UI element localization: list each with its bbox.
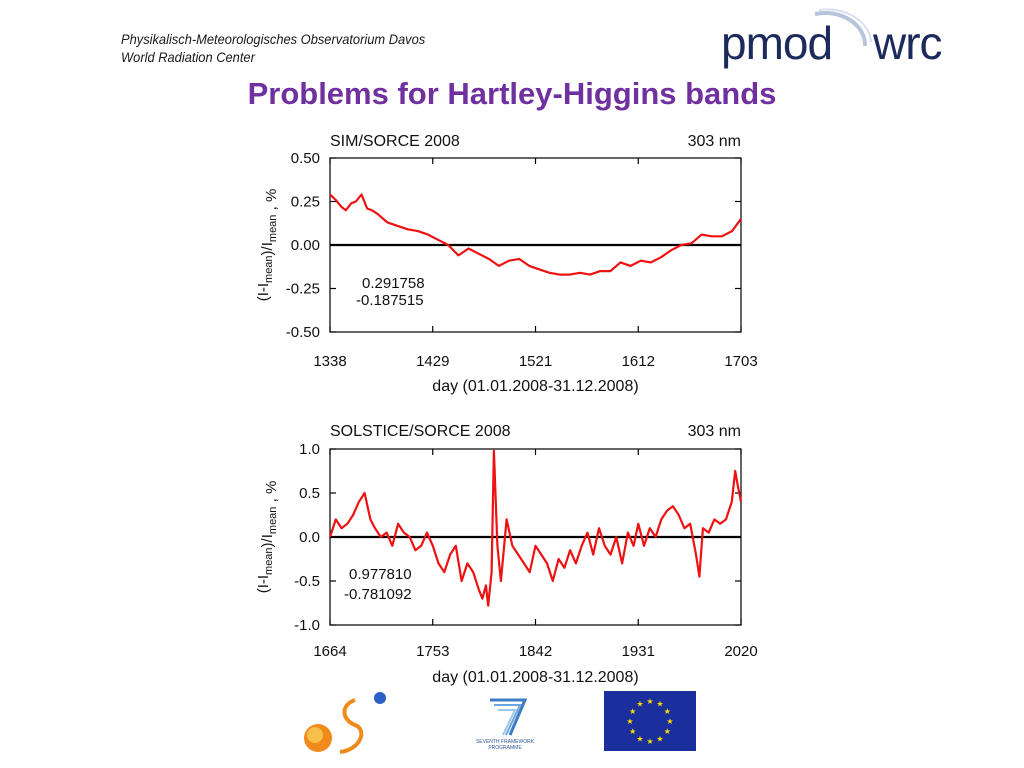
eu-star-icon: ★ [636,734,643,743]
annotation-max: 0.977810 [349,566,412,583]
chart-title: SOLSTICE/SORCE 2008 [330,423,511,440]
logo-wrc-text: wrc [873,17,943,69]
eu-star-icon: ★ [629,707,636,716]
series-line [328,449,743,607]
chart-1: SIM/SORCE 2008 303 nm 1338 1429 1521 1612 1703… [255,133,758,395]
chart-2: SOLSTICE/SORCE 2008 303 nm 1664 1753 1842 193… [255,423,758,686]
x-tick-label: 1338 [313,353,346,370]
fp7-text: SEVENTH FRAMEWORK [475,739,535,745]
eu-star-icon: ★ [646,737,653,746]
fp7-subtext: PROGRAMME [488,745,522,751]
annotation-min: -0.187515 [356,292,424,309]
series-line [329,193,742,276]
solar-logo [300,690,390,760]
eu-star-icon: ★ [626,717,633,726]
y-tick-label: 0.50 [291,150,320,167]
eu-star-icon: ★ [664,707,671,716]
eu-star-icon: ★ [656,700,663,709]
y-tick-label: -0.5 [294,573,320,590]
x-axis-label: day (01.01.2008-31.12.2008) [432,669,638,686]
chart-title: SIM/SORCE 2008 [330,133,460,150]
eu-star-icon: ★ [664,727,671,736]
x-tick-label: 1521 [519,353,552,370]
x-tick-label: 2020 [724,643,757,660]
institute-subname: World Radiation Center [121,49,255,65]
eu-flag-icon: ★ ★ ★ ★ ★ ★ ★ ★ ★ ★ ★ ★ [604,691,696,751]
logo-pmod-text: pmod [721,17,833,69]
eu-star-icon: ★ [646,697,653,706]
slide-title: Problems for Hartley-Higgins bands [247,76,777,111]
chart-wavelength-label: 303 nm [688,133,741,150]
y-tick-label: -1.0 [294,617,320,634]
eu-star-icon: ★ [656,734,663,743]
y-tick-label: 0.5 [299,485,320,502]
x-tick-label: 1612 [622,353,655,370]
y-tick-label: 0.0 [299,529,320,546]
x-tick-label: 1753 [416,643,449,660]
y-tick-label: -0.25 [286,281,320,298]
y-tick-label: 1.0 [299,441,320,458]
x-tick-label: 1664 [313,643,346,660]
pmod-wrc-logo: pmod wrc [715,6,955,72]
globe-icon [374,692,386,704]
x-tick-label: 1703 [724,353,757,370]
x-axis-label: day (01.01.2008-31.12.2008) [432,378,638,395]
y-tick-label: -0.50 [286,324,320,341]
fp7-logo: SEVENTH FRAMEWORK PROGRAMME [470,695,540,755]
y-axis-label: (I-Imean)/Imean , % [255,189,280,302]
chart-wavelength-label: 303 nm [688,423,741,440]
institute-name: Physikalisch-Meteorologisches Observator… [121,31,426,47]
eu-star-icon: ★ [636,700,643,709]
logo-swoosh-icon [814,8,872,47]
annotation-max: 0.291758 [362,275,425,292]
y-tick-label: 0.25 [291,194,320,211]
y-tick-label: 0.00 [291,237,320,254]
eu-star-icon: ★ [666,717,673,726]
x-tick-label: 1429 [416,353,449,370]
annotation-min: -0.781092 [344,586,412,603]
institute-header: Physikalisch-Meteorologisches Observator… [121,30,425,66]
x-tick-label: 1931 [622,643,655,660]
y-axis-label: (I-Imean)/Imean , % [255,481,280,594]
eu-star-icon: ★ [629,727,636,736]
x-tick-label: 1842 [519,643,552,660]
